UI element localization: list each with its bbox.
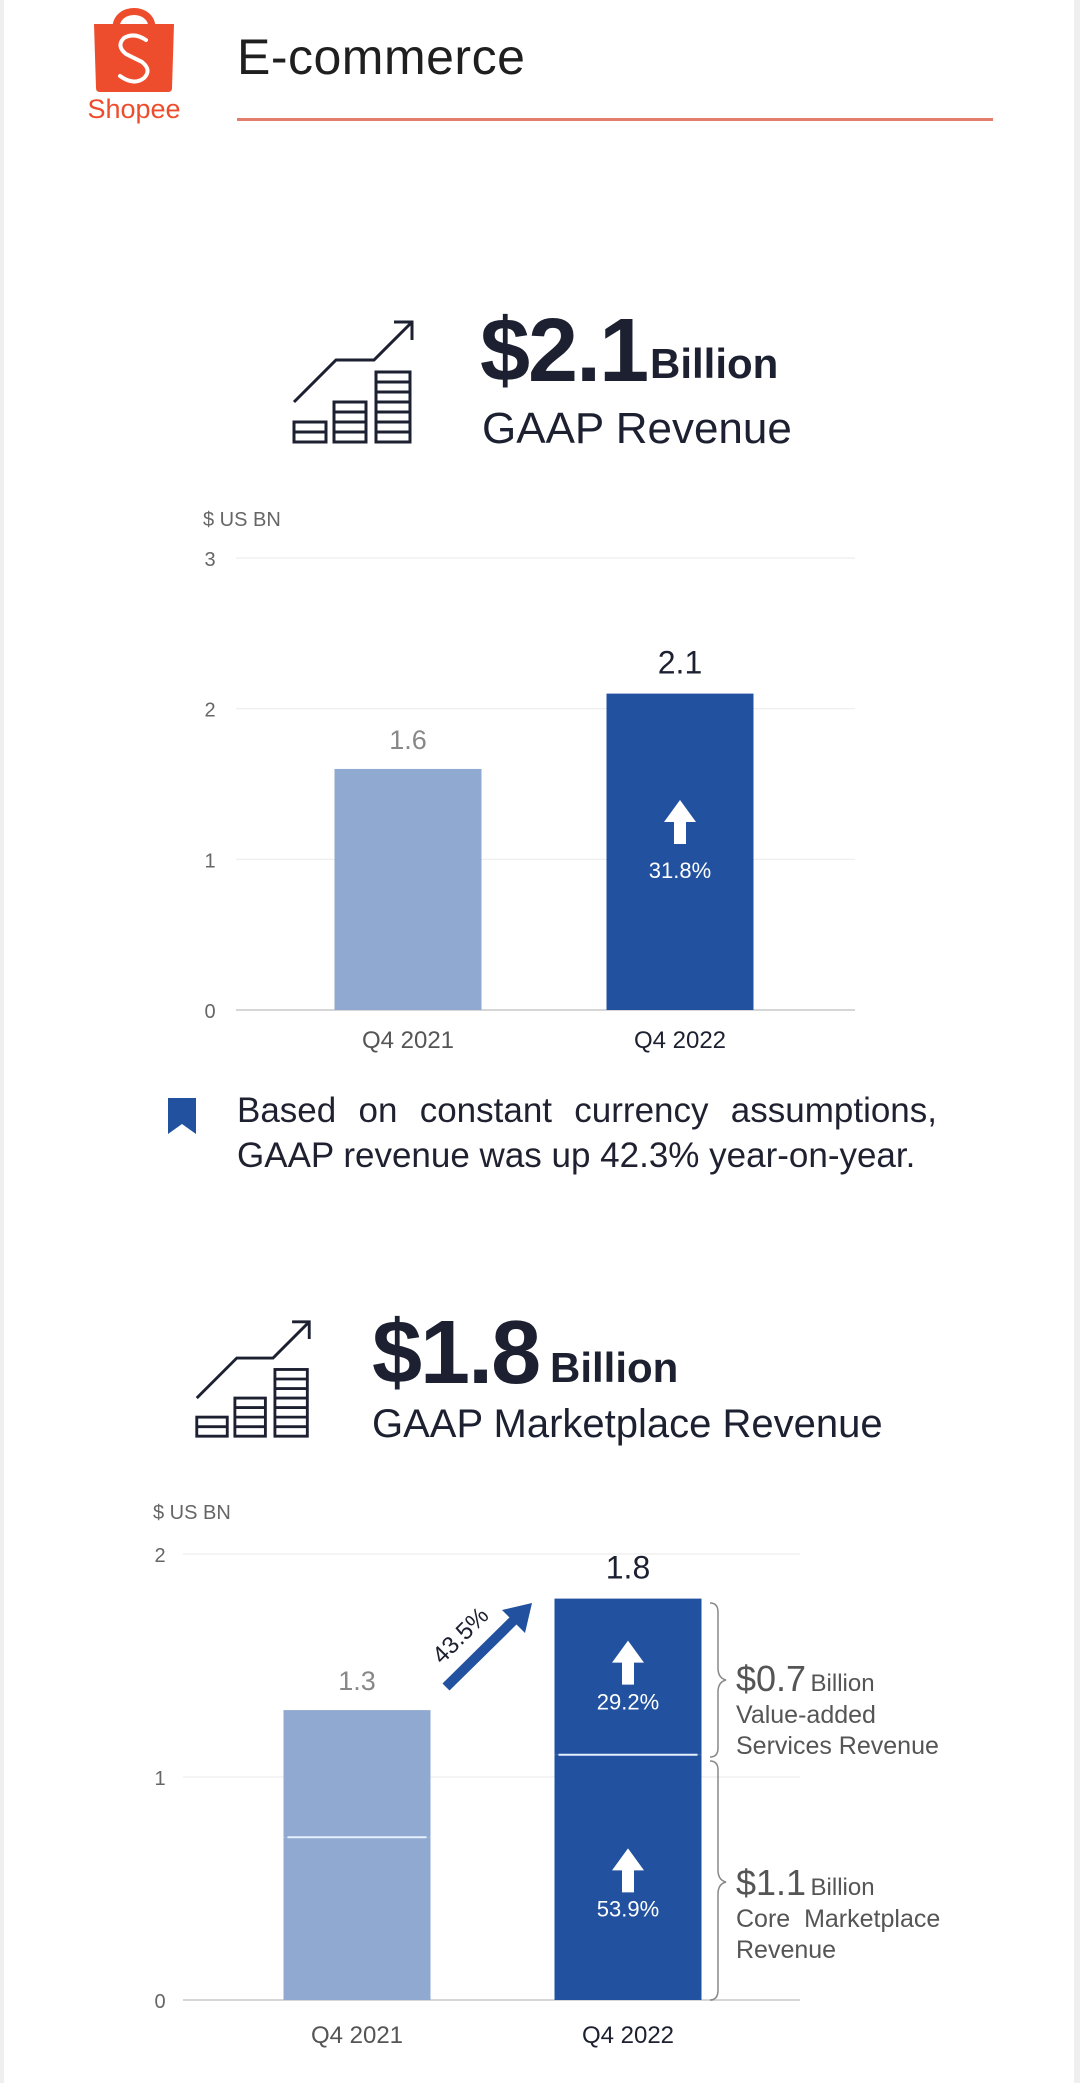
callout-amount: $1.1: [736, 1862, 807, 1903]
gaap-revenue-chart: $ US BN 0 1 2 3 1.6 Q4 2021 2.1 Q4 2022 31.8%: [203, 509, 855, 1054]
bar-value-label: 1.6: [389, 725, 427, 755]
y-tick-label: 1: [204, 850, 215, 872]
note-text: Based on constant currency assumptions, …: [237, 1091, 937, 1175]
growth-label: 43.5%: [427, 1602, 494, 1669]
brand-name: Shopee: [87, 94, 181, 124]
bar-segment-core-q4-2021: [283, 1837, 431, 2000]
x-tick-label: Q4 2022: [582, 2022, 674, 2049]
growth-percent-label: 29.2%: [597, 1690, 659, 1715]
growth-chart-icon: [292, 320, 414, 444]
brace-value-added: [709, 1602, 727, 1758]
y-tick-label: 0: [154, 1991, 165, 2013]
bar-value-label: 2.1: [658, 645, 702, 681]
kpi-marketplace-amount: $1.8: [372, 1303, 541, 1403]
x-tick-label: Q4 2021: [362, 1027, 454, 1054]
up-arrow-icon: [612, 1640, 644, 1685]
x-tick-label: Q4 2022: [634, 1027, 726, 1054]
kpi-revenue-amount: $2.1: [480, 301, 649, 401]
bar-value-label: 1.3: [338, 1666, 376, 1696]
y-tick-label: 1: [154, 1768, 165, 1790]
frame-edge-right: [1074, 0, 1080, 2083]
callout-desc-line2: Services Revenue: [736, 1732, 939, 1760]
kpi-revenue-label: GAAP Revenue: [482, 404, 792, 453]
page-title: E-commerce: [237, 29, 526, 85]
callout-amount: $0.7: [736, 1658, 807, 1699]
y-tick-label: 0: [204, 1001, 215, 1023]
kpi-revenue-unit: Billion: [650, 340, 779, 387]
callout-core-marketplace: $1.1 Billion Core Marketplace Revenue: [736, 1862, 940, 1966]
bar-q4-2022: [606, 693, 754, 1010]
bookmark-icon: [168, 1098, 196, 1134]
callout-unit: Billion: [810, 1670, 875, 1697]
callout-desc-line1: Value-added: [736, 1701, 876, 1729]
bar-segment-vas-q4-2022: [554, 1598, 702, 1755]
up-arrow-icon: [612, 1848, 644, 1893]
growth-percent-label: 53.9%: [597, 1896, 659, 1921]
brace-core-marketplace: [709, 1760, 727, 2001]
callout-desc-line2: Revenue: [736, 1936, 837, 1964]
bar-value-label: 1.8: [606, 1550, 650, 1586]
growth-percent-label: 31.8%: [649, 858, 711, 883]
x-tick-label: Q4 2021: [311, 2022, 403, 2049]
growth-chart-icon: [195, 1320, 311, 1438]
y-axis-label: $ US BN: [203, 509, 281, 531]
kpi-marketplace-label: GAAP Marketplace Revenue: [372, 1402, 883, 1446]
y-tick-label: 3: [204, 549, 215, 571]
bar-q4-2021: [334, 768, 482, 1010]
callout-unit: Billion: [810, 1874, 875, 1901]
frame-edge-left: [0, 0, 4, 2083]
callout-desc-line1: Core Marketplace: [736, 1905, 941, 1933]
up-arrow-icon: [664, 800, 696, 844]
title-divider: [237, 118, 993, 121]
y-tick-label: 2: [154, 1545, 165, 1567]
callout-value-added-services: $0.7 Billion Value-added Services Revenu…: [736, 1658, 939, 1762]
y-tick-label: 2: [204, 700, 215, 722]
diagonal-up-arrow-icon: [442, 1603, 532, 1691]
shopee-bag-logo-icon: [94, 8, 174, 92]
bar-segment-core-q4-2022: [554, 1754, 702, 2000]
bar-segment-vas-q4-2021: [283, 1710, 431, 1838]
y-axis-label: $ US BN: [153, 1502, 231, 1524]
kpi-marketplace-unit: Billion: [550, 1344, 679, 1391]
